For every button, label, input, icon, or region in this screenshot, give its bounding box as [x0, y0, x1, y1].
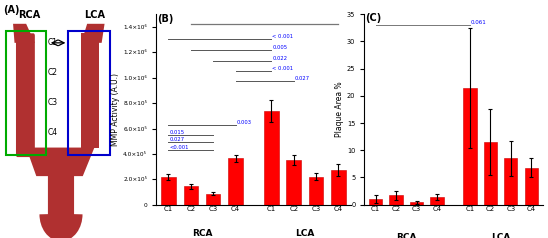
Polygon shape	[13, 24, 35, 43]
Bar	[390, 195, 403, 205]
Polygon shape	[26, 148, 94, 176]
Polygon shape	[81, 33, 99, 148]
Bar	[463, 88, 477, 205]
Text: C3: C3	[48, 98, 58, 107]
Text: 0.015: 0.015	[169, 130, 185, 135]
Text: (C): (C)	[366, 13, 382, 23]
FancyBboxPatch shape	[48, 171, 74, 233]
Text: LCA: LCA	[491, 233, 510, 238]
Y-axis label: Plaque Area %: Plaque Area %	[335, 82, 344, 137]
Bar	[331, 170, 346, 205]
Text: 0.005: 0.005	[272, 45, 288, 50]
Bar	[410, 202, 423, 205]
Bar	[524, 168, 538, 205]
Bar	[484, 142, 497, 205]
Text: RCA: RCA	[192, 229, 212, 238]
Text: 0.027: 0.027	[295, 76, 310, 81]
Bar	[161, 177, 176, 205]
Text: C1: C1	[48, 38, 58, 47]
FancyBboxPatch shape	[16, 33, 35, 157]
Bar	[68, 31, 110, 155]
Text: < 0.001: < 0.001	[272, 34, 294, 39]
Text: 0.003: 0.003	[237, 120, 252, 125]
Bar	[430, 197, 444, 205]
Text: < 0.001: < 0.001	[272, 66, 294, 71]
Bar	[6, 31, 47, 155]
Text: <0.001: <0.001	[169, 145, 189, 150]
Text: 0.027: 0.027	[169, 138, 185, 143]
Polygon shape	[81, 24, 105, 43]
Text: 0.061: 0.061	[471, 20, 487, 25]
Text: LCA: LCA	[295, 229, 315, 238]
Y-axis label: MMP Activity (A.U.): MMP Activity (A.U.)	[111, 73, 121, 146]
Text: RCA: RCA	[18, 10, 40, 20]
Text: LCA: LCA	[84, 10, 105, 20]
Bar	[264, 111, 278, 205]
Text: 0.022: 0.022	[272, 56, 288, 61]
Text: (A): (A)	[3, 5, 19, 15]
Text: (B): (B)	[157, 14, 174, 24]
Text: C4: C4	[48, 128, 58, 137]
Text: RCA: RCA	[396, 233, 416, 238]
Bar	[229, 158, 243, 205]
Bar	[184, 186, 198, 205]
Bar	[287, 160, 301, 205]
Bar	[504, 159, 517, 205]
Bar	[309, 177, 323, 205]
Bar	[369, 199, 383, 205]
Bar	[206, 194, 220, 205]
Text: C2: C2	[48, 68, 58, 77]
